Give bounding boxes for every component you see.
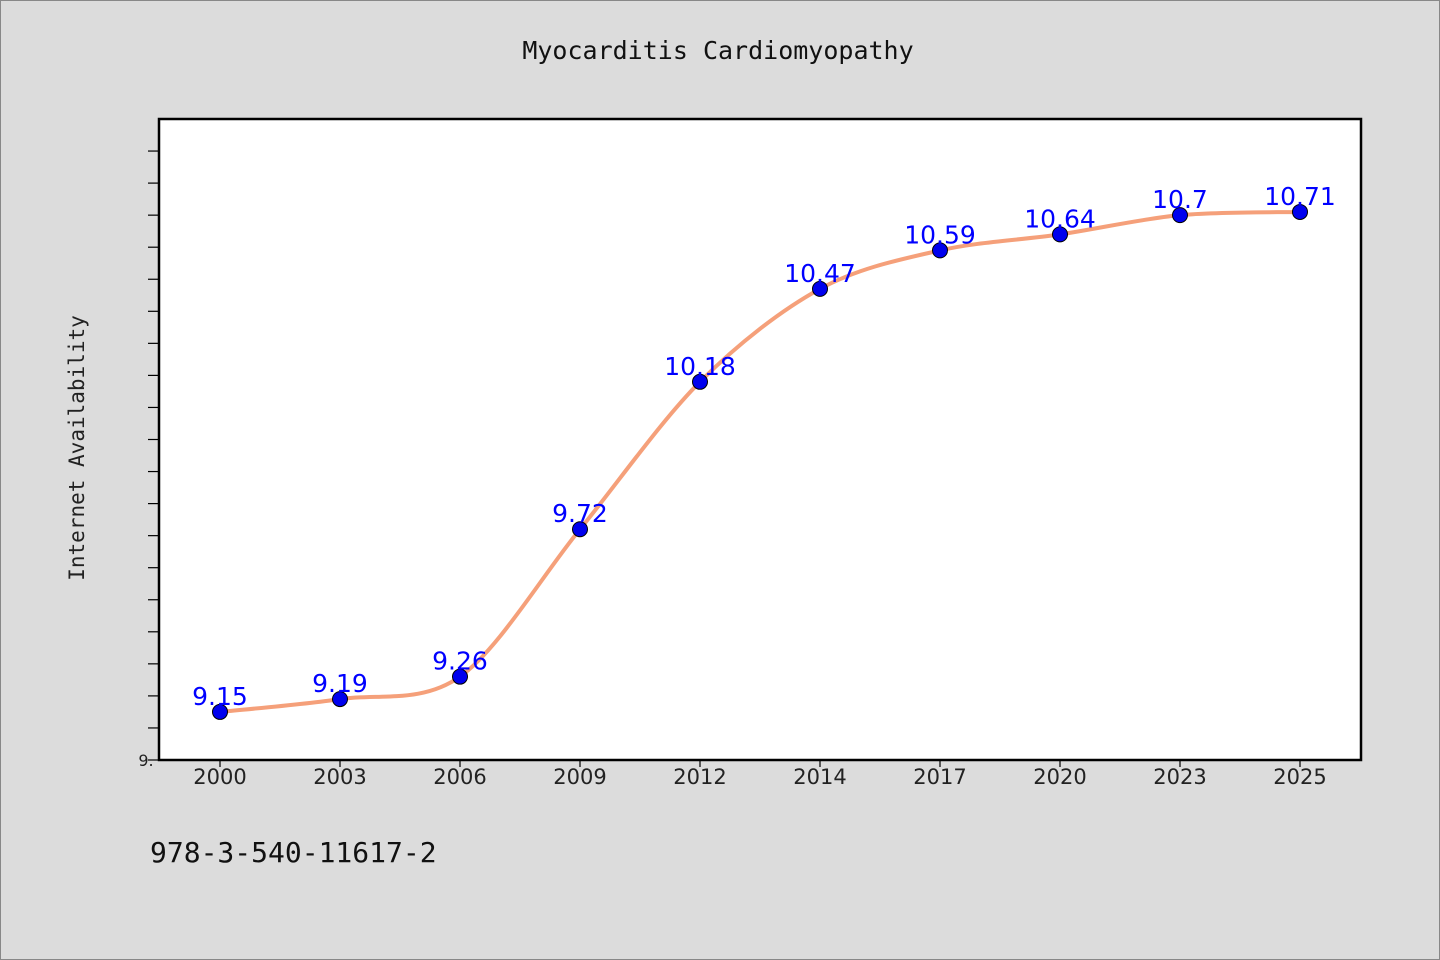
data-point xyxy=(452,668,468,685)
x-tick-label: 2003 xyxy=(313,765,366,789)
data-label: 10.71 xyxy=(1264,182,1336,211)
data-label: 10.7 xyxy=(1152,185,1208,214)
y-axis-ticks: 9. xyxy=(138,150,158,770)
x-tick-label: 2000 xyxy=(193,765,246,789)
y-tick-label: 9. xyxy=(138,751,153,770)
plot-area xyxy=(157,117,1363,762)
data-label: 10.64 xyxy=(1024,204,1096,233)
x-tick-label: 2009 xyxy=(553,765,606,789)
x-axis-ticks: 2000 2003 2006 2009 2012 2014 2017 2020 2023 2025 xyxy=(193,760,1327,789)
data-label: 9.19 xyxy=(312,669,368,698)
data-point xyxy=(572,521,588,538)
data-point xyxy=(1052,226,1068,243)
x-tick-label: 2014 xyxy=(793,765,846,789)
data-label: 9.26 xyxy=(432,647,488,676)
data-label: 10.59 xyxy=(904,220,976,249)
chart-title: Myocarditis Cardiomyopathy xyxy=(522,36,914,65)
data-point xyxy=(212,703,228,720)
x-tick-label: 2006 xyxy=(433,765,486,789)
data-label: 10.47 xyxy=(784,259,856,288)
x-tick-label: 2020 xyxy=(1033,765,1086,789)
x-tick-label: 2025 xyxy=(1273,765,1326,789)
x-tick-label: 2017 xyxy=(913,765,966,789)
series-line xyxy=(219,209,1301,714)
x-tick-label: 2023 xyxy=(1153,765,1206,789)
data-label: 9.15 xyxy=(192,682,248,711)
data-point xyxy=(332,691,348,708)
x-tick-label: 2012 xyxy=(673,765,726,789)
data-label: 9.72 xyxy=(552,499,608,528)
footer-identifier: 978-3-540-11617-2 xyxy=(150,836,437,869)
data-point xyxy=(1292,203,1308,220)
data-label: 10.18 xyxy=(664,352,736,381)
series-markers xyxy=(212,203,1308,720)
data-point xyxy=(692,373,708,390)
data-point xyxy=(812,280,828,297)
data-point xyxy=(932,242,948,259)
data-point xyxy=(1172,207,1188,224)
data-labels: 9.15 9.19 9.26 9.72 10.18 10.47 10.59 10.64 10.7… xyxy=(192,182,1336,711)
